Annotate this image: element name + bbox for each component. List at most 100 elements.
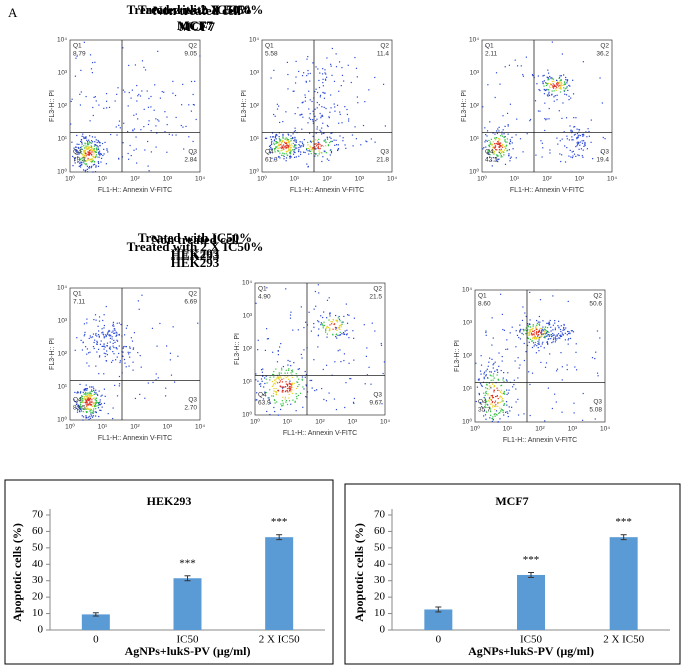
event-dot [505,379,508,381]
event-dot [159,322,161,325]
event-dot [83,156,85,159]
event-dot [562,334,564,336]
event-dot [353,317,356,319]
event-dot [532,74,534,77]
event-dot [489,371,491,373]
event-dot [499,142,501,144]
event-dot [83,147,86,149]
event-dot [549,319,551,322]
event-dot [337,317,339,319]
event-dot [568,84,570,87]
event-dot [285,143,288,145]
significance: *** [615,516,632,528]
event-dot [558,77,560,80]
event-dot [288,393,290,395]
event-dot [132,348,134,350]
event-dot [77,153,79,155]
event-dot [491,418,494,420]
event-dot [128,158,130,160]
event-dot [495,72,498,74]
y-tick-label: 10 [374,607,386,619]
event-dot [287,383,289,386]
event-dot [87,147,89,150]
event-dot [289,148,291,150]
event-dot [133,128,136,130]
event-dot [114,332,116,334]
event-dot [80,406,82,408]
event-dot [281,369,283,371]
event-dot [279,408,282,411]
event-dot [548,107,550,110]
event-dot [87,352,90,354]
event-dot [506,141,508,143]
event-dot [565,327,567,329]
event-dot [267,397,269,399]
event-dot [326,76,328,78]
event-dot [506,138,508,140]
event-dot [490,399,493,401]
event-dot [285,141,288,144]
event-dot [546,332,548,334]
event-dot [156,132,158,134]
event-dot [123,122,125,124]
event-dot [540,334,542,336]
event-dot [85,394,87,396]
event-dot [128,365,130,367]
event-dot [550,335,553,338]
event-dot [331,321,333,323]
event-dot [274,390,276,393]
event-dot [302,116,304,118]
event-dot [269,151,271,153]
event-dot [527,337,530,340]
event-dot [288,141,290,143]
event-dot [85,136,87,138]
event-dot [88,153,90,155]
event-dot [494,402,496,404]
event-dot [539,321,541,323]
event-dot [569,337,572,340]
event-dot [556,84,558,86]
event-dot [97,394,99,396]
event-dot [505,145,507,147]
significance: *** [271,516,288,528]
event-dot [136,100,138,102]
event-dot [496,142,498,144]
event-dot [82,401,84,403]
event-dot [489,156,491,158]
event-dot [77,151,79,154]
y-tick-label: 40 [374,558,386,570]
event-dot [322,91,324,94]
quadrant-name: Q1 [265,43,274,50]
event-dot [280,342,282,345]
event-dot [94,405,96,407]
event-dot [197,322,199,324]
event-dot [485,370,487,372]
event-dot [492,404,494,407]
event-dot [489,403,491,405]
event-dot [501,156,503,158]
event-dot [508,155,510,157]
event-dot [546,335,548,337]
event-dot [114,100,116,102]
event-dot [103,107,105,109]
event-dot [484,394,486,396]
event-dot [82,157,84,159]
event-dot [329,315,331,317]
event-dot [525,315,527,318]
event-dot [317,155,319,157]
event-dot [515,330,517,332]
event-dot [570,97,572,99]
x-tick-label: 10⁰ [470,425,480,433]
event-dot [555,401,557,403]
event-dot [309,113,311,115]
event-dot [287,391,289,393]
event-dot [527,326,530,328]
event-dot [563,74,565,76]
event-dot [93,149,95,152]
event-dot [273,406,275,409]
event-dot [95,401,97,403]
event-dot [526,344,529,347]
event-dot [274,410,276,413]
event-dot [317,91,319,94]
